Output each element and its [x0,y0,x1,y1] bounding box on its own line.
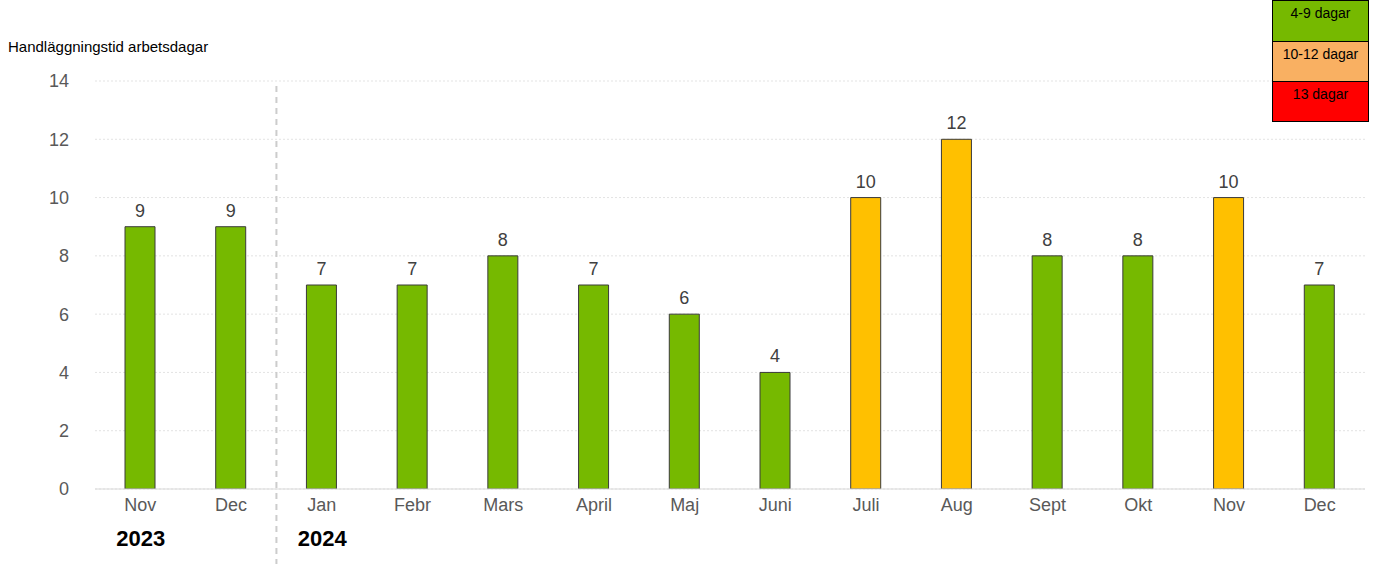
svg-text:April: April [576,495,612,515]
svg-text:7: 7 [589,259,599,279]
svg-text:4: 4 [59,363,69,383]
svg-text:Aug: Aug [941,495,973,515]
svg-text:10: 10 [856,172,876,192]
svg-text:Jan: Jan [307,495,336,515]
svg-text:8: 8 [1133,230,1143,250]
svg-text:10: 10 [1219,172,1239,192]
svg-text:9: 9 [226,201,236,221]
svg-text:8: 8 [1042,230,1052,250]
svg-text:2: 2 [59,421,69,441]
svg-text:Nov: Nov [1213,495,1245,515]
svg-text:9: 9 [135,201,145,221]
svg-text:6: 6 [59,305,69,325]
svg-text:7: 7 [407,259,417,279]
html-text:10-12 dagar: 10-12 dagar [1282,46,1359,62]
svg-text:Febr: Febr [394,495,431,515]
svg-text:2023: 2023 [116,526,165,551]
svg-text:Mars: Mars [483,495,523,515]
html-text:Handläggningstid arbetsdagar: Handläggningstid arbetsdagar [8,38,209,55]
svg-text:8: 8 [59,246,69,266]
html-text:4-9 dagar: 4-9 dagar [1290,5,1351,21]
svg-text:10: 10 [49,188,69,208]
svg-text:7: 7 [316,259,326,279]
svg-text:Juni: Juni [759,495,792,515]
svg-text:Sept: Sept [1029,495,1066,515]
svg-text:Okt: Okt [1124,495,1152,515]
svg-text:Dec: Dec [215,495,247,515]
svg-text:12: 12 [49,130,69,150]
html-text:13 dagar: 13 dagar [1292,86,1349,102]
svg-text:8: 8 [498,230,508,250]
svg-text:12: 12 [946,113,966,133]
svg-text:Maj: Maj [670,495,699,515]
svg-text:14: 14 [49,71,69,91]
svg-text:Dec: Dec [1304,495,1336,515]
svg-text:7: 7 [1314,259,1324,279]
svg-text:Nov: Nov [124,495,156,515]
svg-text:0: 0 [59,479,69,499]
svg-text:2024: 2024 [298,526,348,551]
svg-text:Juli: Juli [853,495,880,515]
svg-text:4: 4 [770,346,780,366]
svg-text:6: 6 [679,288,689,308]
